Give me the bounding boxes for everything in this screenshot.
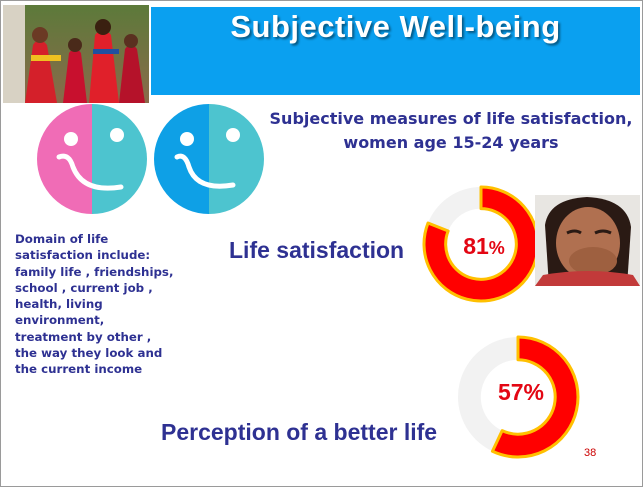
chart-subtitle: Subjective measures of life satisfaction… xyxy=(266,107,636,155)
life-satisfaction-label: Life satisfaction xyxy=(229,237,405,263)
portrait-eye xyxy=(594,229,612,235)
donut-value-slice xyxy=(490,335,580,459)
domain-description: Domain of life satisfaction include: fam… xyxy=(15,231,205,378)
dancer-head xyxy=(68,38,82,52)
page-number: 38 xyxy=(584,447,597,459)
domain-line: the way they look and xyxy=(15,346,163,361)
dancer-figure xyxy=(63,49,87,103)
group-photo xyxy=(3,5,149,103)
pink-teal-face-icon xyxy=(37,104,147,214)
dancer-head xyxy=(32,27,48,43)
life-satisfaction-value: 81% xyxy=(439,233,529,260)
better-life-donut xyxy=(458,335,580,459)
portrait-eye xyxy=(566,229,582,235)
domain-line: health, living xyxy=(15,297,103,312)
portrait-hand xyxy=(569,247,617,275)
faces-icon xyxy=(37,104,264,214)
dancer-head xyxy=(95,19,111,35)
subtitle-line-2: women age 15-24 years xyxy=(343,133,559,152)
domain-line: school , current job , xyxy=(15,280,153,295)
dancer-figure xyxy=(119,45,145,103)
donut-remainder-slice xyxy=(458,337,518,452)
domain-line: treatment by other , xyxy=(15,329,152,344)
blue-teal-face-icon xyxy=(154,104,264,214)
dancer-scarf xyxy=(31,55,61,61)
subtitle-line-1: Subjective measures of life satisfaction… xyxy=(269,109,633,128)
domain-line: environment, xyxy=(15,313,105,328)
life-satisfaction-unit: % xyxy=(488,238,505,258)
dancer-head xyxy=(124,34,138,48)
dancer-scarf xyxy=(93,49,119,54)
portrait-shirt xyxy=(535,271,640,286)
domain-line: satisfaction include: xyxy=(15,248,151,263)
portrait-photo xyxy=(535,195,640,286)
domain-line: the current income xyxy=(15,362,143,377)
life-satisfaction-number: 81 xyxy=(463,233,489,259)
slide-title: Subjective Well-being xyxy=(230,9,561,44)
title-bar xyxy=(151,7,640,95)
better-life-label: Perception of a better life xyxy=(161,419,438,445)
dancer-figure xyxy=(89,30,119,103)
better-life-value: 57% xyxy=(497,379,545,405)
domain-line: Domain of life xyxy=(15,232,109,246)
domain-line: family life , friendships, xyxy=(15,264,174,279)
donut-remainder-slice xyxy=(428,187,481,231)
photo-wall xyxy=(3,5,25,103)
